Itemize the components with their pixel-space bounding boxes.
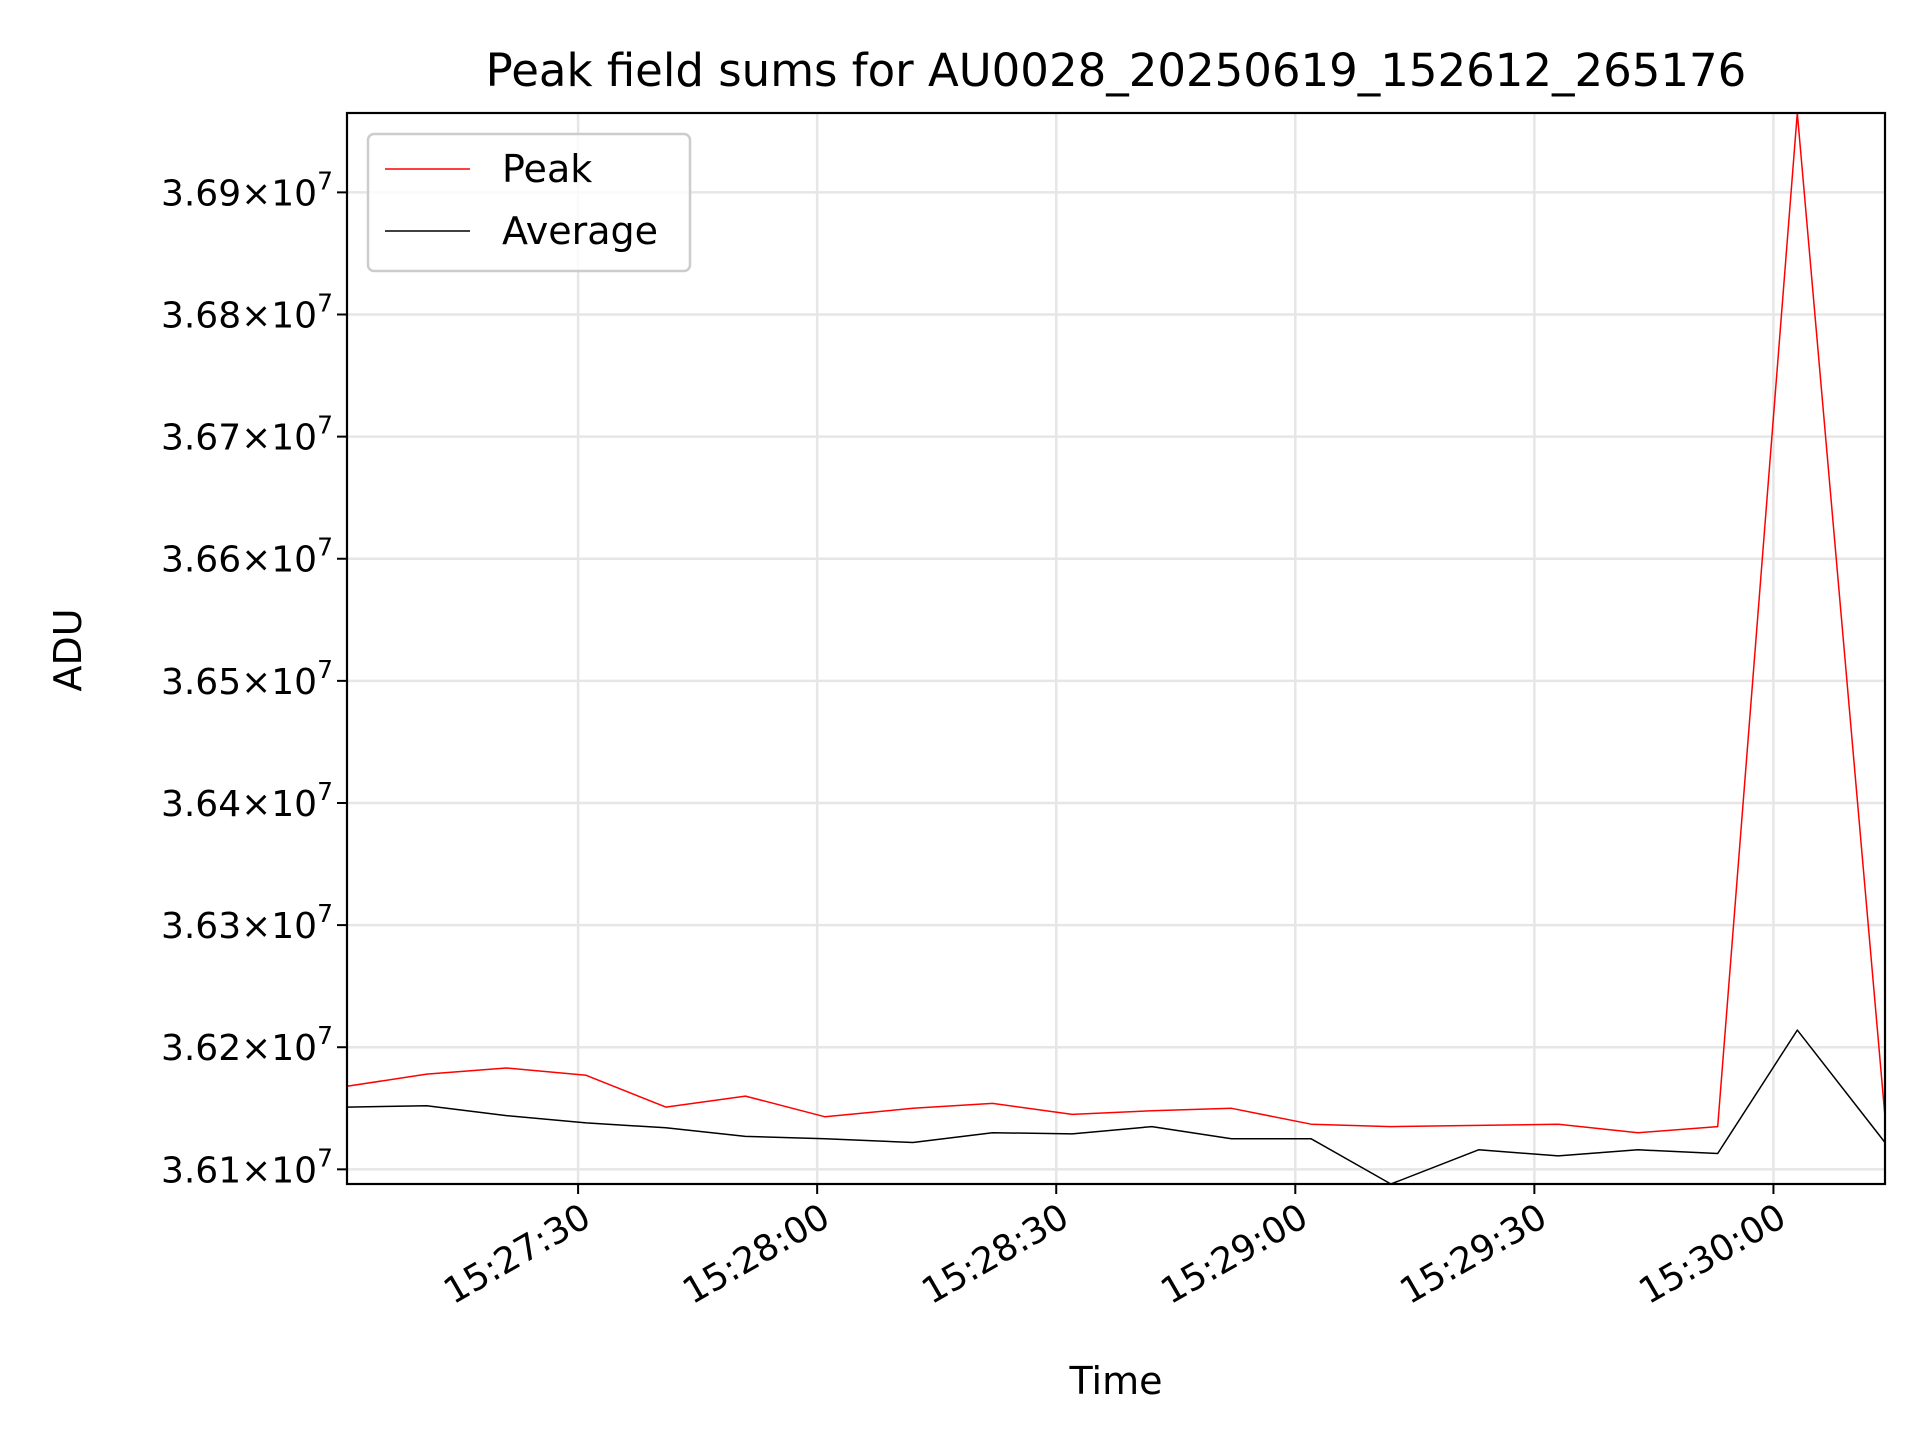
series-layer	[346, 112, 1886, 1185]
y-tick-label: 3.69×107	[161, 166, 333, 214]
y-tick-label: 3.64×107	[161, 777, 333, 825]
plot-frame	[345, 111, 1887, 1186]
series-line-peak	[346, 112, 1886, 1134]
legend: Peak Average	[366, 132, 692, 273]
legend-label-peak: Peak	[502, 147, 592, 191]
x-axis-label: Time	[1069, 1359, 1163, 1403]
series-line-average	[346, 1029, 1886, 1185]
y-tick-label: 3.68×107	[161, 288, 333, 336]
y-axis-label: ADU	[46, 608, 90, 691]
grid-lines	[347, 113, 1885, 1184]
y-tick-label: 3.61×107	[161, 1143, 333, 1191]
y-tick-label: 3.63×107	[161, 899, 333, 947]
y-tick-label: 3.66×107	[161, 533, 333, 581]
y-tick-label: 3.65×107	[161, 655, 333, 703]
chart-title: Peak field sums for AU0028_20250619_1526…	[486, 44, 1747, 97]
y-tick-label: 3.62×107	[161, 1021, 333, 1069]
legend-label-average: Average	[502, 209, 658, 253]
y-tick-label: 3.67×107	[161, 411, 333, 459]
